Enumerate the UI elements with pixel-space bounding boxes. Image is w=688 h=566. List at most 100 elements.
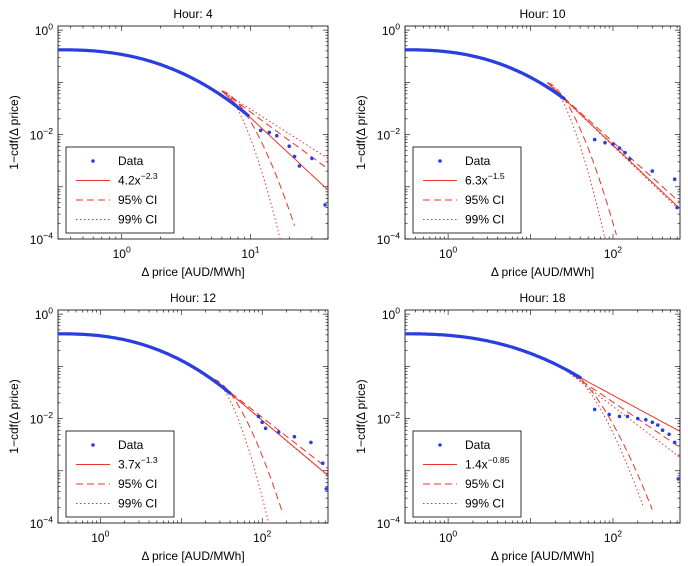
x-tick-label-exp: 2 (266, 529, 271, 539)
data-point (275, 133, 279, 138)
y-tick-label: 10−2 (30, 410, 53, 426)
plot-content (405, 332, 680, 510)
y-tick-label-exp: −2 (43, 410, 53, 420)
legend: Data 6.3x−1.5 95% CI 99% CI (412, 146, 522, 234)
legend-marker-data (438, 443, 442, 447)
data-point (592, 137, 597, 142)
x-tick-label-exp: 0 (105, 529, 110, 539)
data-point (617, 414, 622, 419)
legend-label-ci99: 99% CI (465, 497, 504, 511)
x-tick-label-base: 10 (91, 531, 105, 545)
x-tick-label-base: 10 (604, 247, 618, 261)
legend-label-fit-exp: −1.3 (141, 455, 158, 465)
data-point (603, 140, 607, 145)
legend-label-ci95: 95% CI (118, 477, 157, 491)
y-tick-label-base: 10 (377, 517, 391, 531)
chart-title: Hour: 10 (519, 7, 565, 21)
ci99-line-lower (221, 90, 281, 239)
ci99-line-upper (547, 82, 680, 211)
data-point (292, 434, 297, 439)
plot-content (58, 332, 328, 523)
y-tick-label-base: 10 (30, 413, 44, 427)
legend: Data 3.7x−1.3 95% CI 99% CI (65, 430, 175, 518)
data-point (321, 461, 325, 466)
chart-title: Hour: 12 (170, 291, 216, 305)
x-tick-label: 102 (604, 529, 622, 545)
data-point (578, 376, 582, 380)
x-tick-label: 102 (604, 245, 622, 261)
legend-label-fit: 3.7x−1.3 (118, 455, 158, 471)
legend-box (412, 430, 522, 518)
x-tick-label-base: 10 (241, 247, 255, 261)
legend-label-fit-base: 6.3x (465, 174, 488, 188)
legend-label-ci95: 95% CI (465, 193, 504, 207)
ci95-line-lower (213, 378, 284, 514)
y-tick-label-exp: −2 (390, 126, 400, 136)
legend-label-data: Data (465, 438, 491, 452)
fit-line (563, 368, 680, 432)
y-tick-label-base: 10 (30, 517, 44, 531)
y-tick-label: 10−2 (30, 126, 53, 142)
x-axis-label: Δ price [AUD/MWh] (491, 265, 594, 279)
ci95-line-lower (221, 90, 296, 226)
legend-label-ci99: 99% CI (465, 213, 504, 227)
data-point (617, 146, 622, 150)
x-tick-label: 102 (253, 529, 271, 545)
x-axis-label: Δ price [AUD/MWh] (141, 265, 244, 279)
y-tick-label: 10−4 (377, 515, 400, 531)
y-tick-label: 10−2 (377, 126, 400, 142)
data-point (297, 164, 302, 168)
y-tick-label-exp: 0 (48, 22, 53, 32)
x-tick-label-exp: 2 (617, 529, 622, 539)
legend-label-fit-base: 1.4x (465, 458, 488, 472)
x-tick-label: 100 (439, 245, 457, 261)
x-tick-label: 101 (241, 245, 259, 261)
y-tick-label-base: 10 (35, 308, 49, 322)
legend-label-fit: 4.2x−2.3 (118, 171, 158, 187)
y-axis-label: 1−cdf(Δ price) (354, 379, 368, 453)
y-tick-label: 100 (382, 22, 400, 38)
legend-label-fit-exp: −2.3 (141, 171, 158, 181)
legend-label-fit: 6.3x−1.5 (465, 171, 505, 187)
data-point (644, 417, 648, 422)
x-tick-label-exp: 1 (255, 245, 260, 255)
x-tick-label: 100 (113, 245, 131, 261)
legend-label-fit-exp: −1.5 (488, 171, 505, 181)
data-point (562, 97, 566, 101)
y-tick-label: 10−4 (377, 231, 400, 247)
x-tick-label-base: 10 (253, 531, 267, 545)
y-tick-label: 100 (35, 306, 53, 322)
data-point (256, 414, 261, 419)
data-point (611, 142, 615, 147)
data-point (628, 157, 632, 161)
data-point (667, 432, 671, 437)
x-tick-label-exp: 2 (617, 245, 622, 255)
ci95-line-lower (547, 82, 617, 236)
legend: Data 1.4x−0.85 95% CI 99% CI (412, 430, 522, 518)
data-point (309, 440, 313, 445)
y-axis-label: 1−cdf(Δ price) (354, 95, 368, 169)
data-point (287, 144, 292, 148)
y-axis-label: 1−cdf(Δ price) (7, 95, 21, 169)
data-point (292, 154, 297, 159)
ci95-line-upper (213, 379, 328, 469)
data-points (405, 332, 680, 481)
y-tick-label-base: 10 (35, 24, 49, 38)
data-points (58, 332, 328, 491)
x-tick-label-base: 10 (439, 531, 453, 545)
data-point (625, 414, 630, 419)
data-points (405, 48, 679, 210)
x-tick-label-base: 10 (604, 531, 618, 545)
y-tick-label-exp: 0 (395, 22, 400, 32)
data-point (623, 150, 627, 155)
chart-title: Hour: 4 (173, 7, 213, 21)
y-tick-label: 10−4 (30, 231, 53, 247)
y-tick-label-base: 10 (377, 233, 391, 247)
x-tick-label: 100 (91, 529, 109, 545)
y-tick-label-exp: −2 (43, 126, 53, 136)
legend-label-fit-exp: −0.85 (488, 455, 510, 465)
